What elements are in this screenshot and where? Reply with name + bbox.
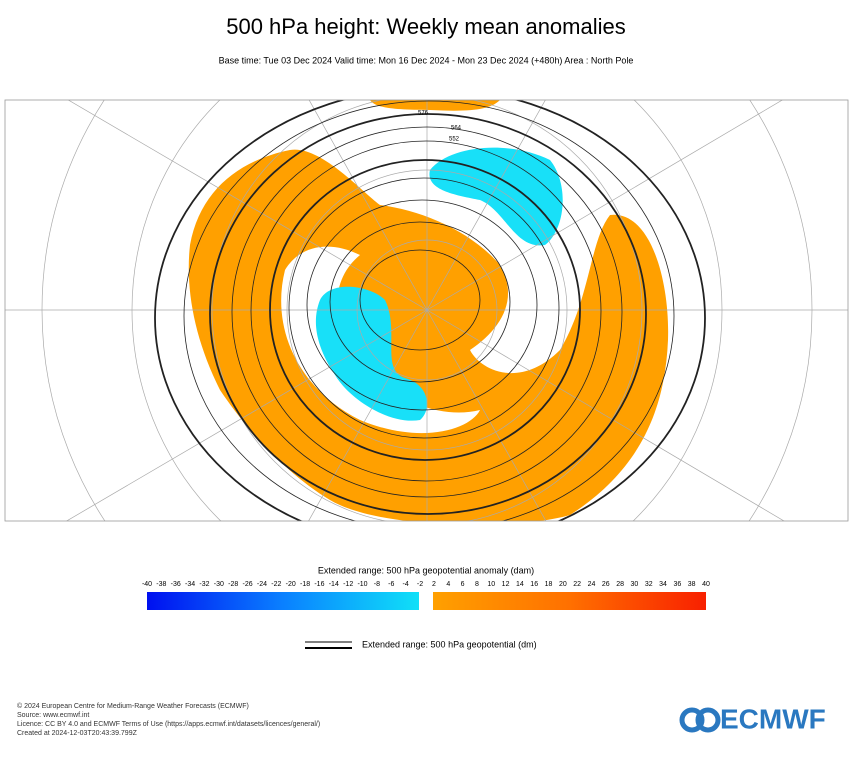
contour-label: 552	[449, 137, 460, 143]
colorbar-label: -26	[243, 581, 253, 588]
contour-label: 576	[418, 111, 429, 117]
map-frame	[4, 99, 849, 522]
colorbar-label: -4	[403, 581, 409, 588]
footer-line: © 2024 European Centre for Medium-Range …	[17, 702, 249, 710]
colorbar-label: -14	[329, 581, 339, 588]
colorbar-label: 22	[573, 581, 581, 588]
colorbar-label: 12	[502, 581, 510, 588]
colorbar-label: 38	[688, 581, 696, 588]
colorbar-label: -10	[357, 581, 367, 588]
colorbar-label: -40	[142, 581, 152, 588]
colorbar-label: 2	[432, 581, 436, 588]
colorbar-label: -30	[214, 581, 224, 588]
footer-line: Source: www.ecmwf.int	[17, 712, 89, 719]
colorbar-label: 14	[516, 581, 524, 588]
colorbar-positive	[433, 592, 706, 610]
colorbar-label: -12	[343, 581, 353, 588]
colorbar-label: 10	[487, 581, 495, 588]
colorbar-label: 20	[559, 581, 567, 588]
title: 500 hPa height: Weekly mean anomalies	[226, 14, 626, 39]
colorbar-label: 32	[645, 581, 653, 588]
height-contours	[154, 100, 706, 521]
colorbar-negative	[147, 592, 419, 610]
colorbar-title: Extended range: 500 hPa geopotential ano…	[318, 565, 534, 575]
colorbar-label: -34	[185, 581, 195, 588]
colorbar-label: 36	[673, 581, 681, 588]
anomaly-negative	[315, 147, 563, 421]
colorbar-label: 4	[446, 581, 450, 588]
colorbar-label: -24	[257, 581, 267, 588]
subtitle: Base time: Tue 03 Dec 2024 Valid time: M…	[219, 55, 634, 65]
colorbar-label: -28	[228, 581, 238, 588]
colorbar-label: -22	[271, 581, 281, 588]
anomaly-positive	[188, 100, 669, 521]
colorbar-label: -2	[417, 581, 423, 588]
colorbar-labels: -40 -38 -36 -34 -32 -30 -28 -26 -24 -22 -20 -18 -16-…	[142, 581, 710, 588]
colorbar-label: 34	[659, 581, 667, 588]
logo-icon	[679, 707, 721, 733]
colorbar-label: -38	[156, 581, 166, 588]
colorbar-label: 6	[461, 581, 465, 588]
colorbar-label: -6	[388, 581, 394, 588]
colorbar-label: -32	[199, 581, 209, 588]
footer-line: Licence: CC BY 4.0 and ECMWF Terms of Us…	[17, 721, 320, 728]
colorbar-label: -16	[314, 581, 324, 588]
colorbar-label: 18	[545, 581, 553, 588]
colorbar-label: 28	[616, 581, 624, 588]
colorbar-label: 24	[588, 581, 596, 588]
legend-label: Extended range: 500 hPa geopotential (dm…	[362, 639, 537, 649]
colorbar-label: -8	[374, 581, 380, 588]
colorbar-label: 8	[475, 581, 479, 588]
logo-text: ECMWF	[720, 703, 826, 734]
footer-line: Created at 2024-12-03T20:43:39.799Z	[17, 730, 138, 737]
colorbar-label: 30	[631, 581, 639, 588]
colorbar-label: 40	[702, 581, 710, 588]
colorbar-label: 16	[530, 581, 538, 588]
contour-label: 564	[451, 126, 462, 132]
colorbar-label: -36	[171, 581, 181, 588]
colorbar-label: -18	[300, 581, 310, 588]
colorbar-label: -20	[286, 581, 296, 588]
colorbar-label: 26	[602, 581, 610, 588]
